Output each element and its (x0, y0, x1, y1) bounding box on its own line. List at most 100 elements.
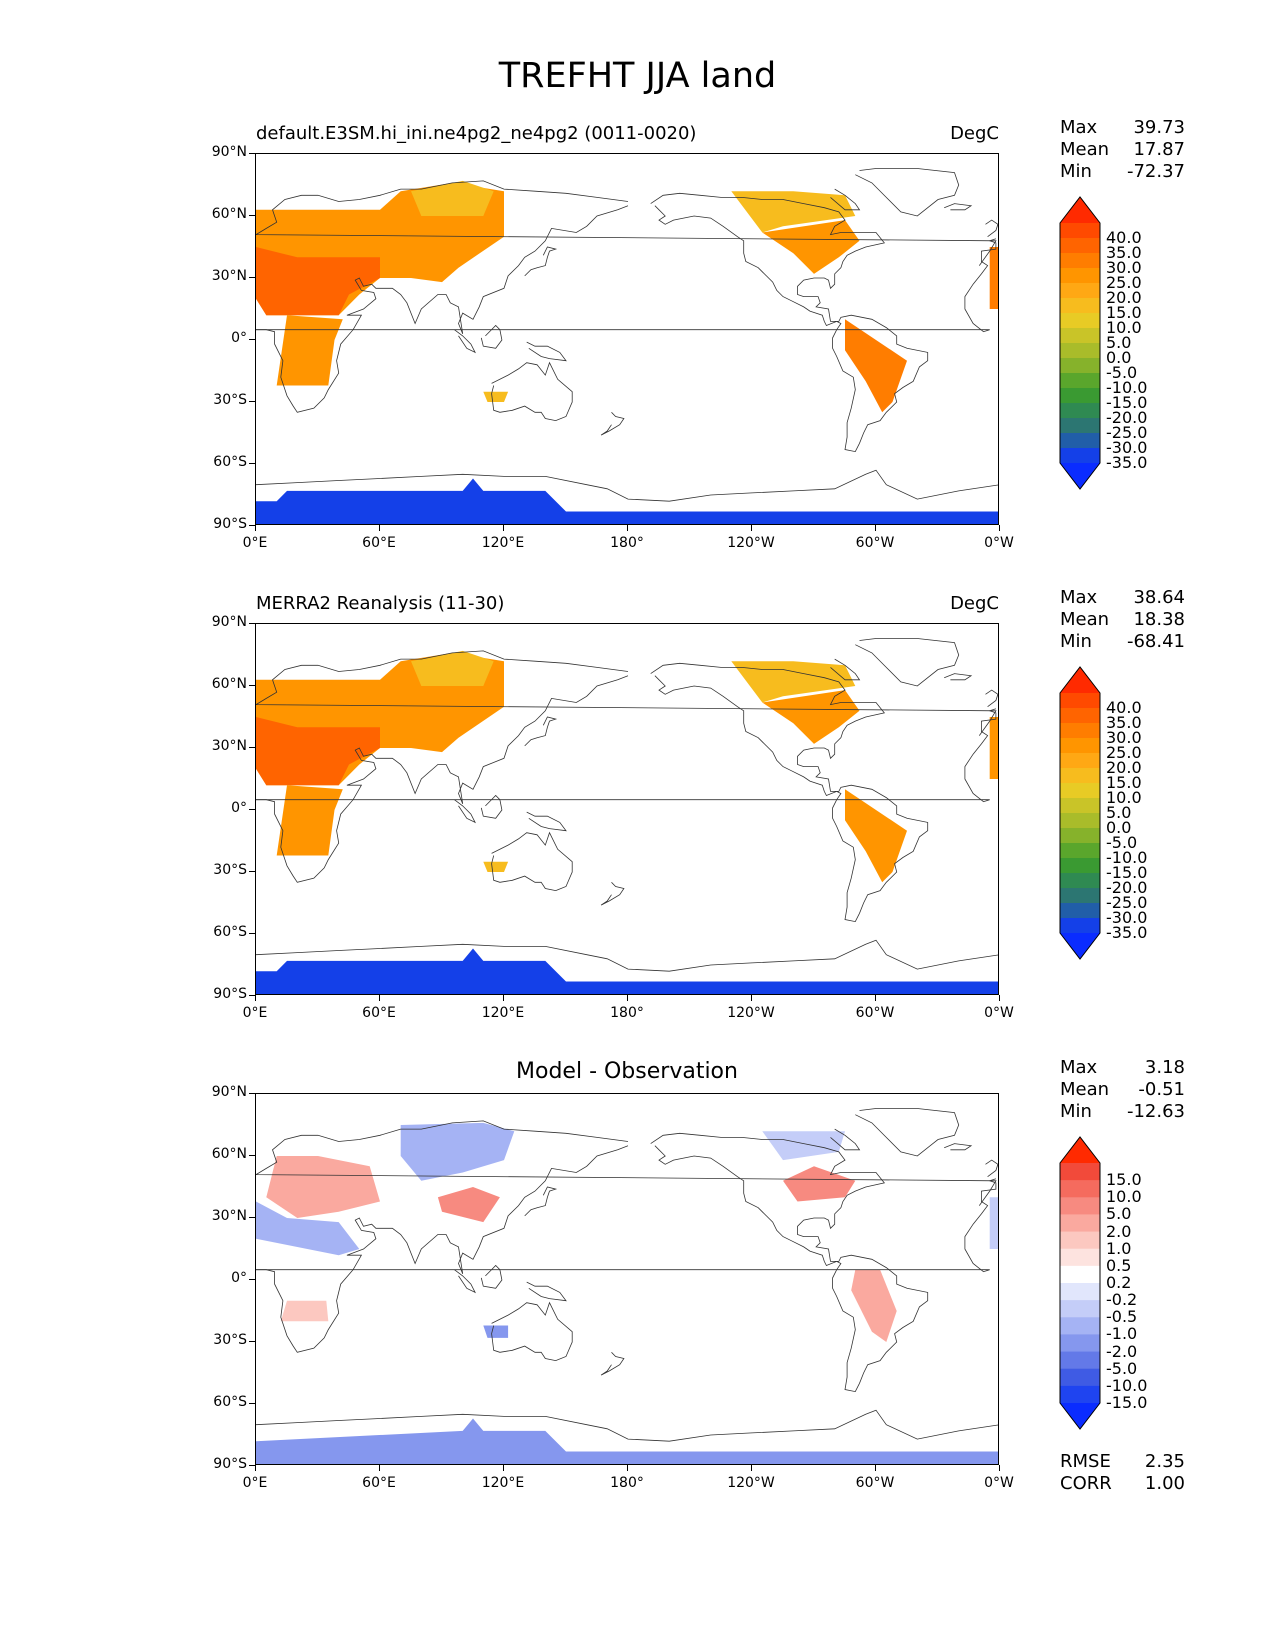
lat-tick-mark (249, 524, 255, 526)
colorbar-tick-label: -5.0 (1106, 1358, 1138, 1378)
stats-block: Max 38.64 Mean 18.38 Min -68.41 (1060, 587, 1185, 653)
colorbar-tick-label: 10.0 (1106, 1187, 1142, 1207)
stat-name: Max (1060, 117, 1098, 138)
colorbar-swatch (1060, 1197, 1100, 1216)
stat-value: 39.73 (1133, 117, 1185, 138)
lon-tick-label: 0°E (242, 535, 268, 551)
coastline (524, 246, 558, 277)
colorbar-swatch (1060, 1368, 1100, 1387)
colorbar-outline (1059, 666, 1101, 960)
colorbar-tick-label: 35.0 (1106, 243, 1142, 262)
colorbar-swatch (1060, 783, 1100, 799)
colorbar-swatch (1060, 1231, 1100, 1250)
field-region (256, 1201, 360, 1256)
lat-tick-mark (249, 932, 255, 934)
lon-tick-mark (874, 1465, 876, 1471)
colorbar-tick-label: -15.0 (1106, 393, 1148, 412)
lat-tick-mark (249, 1464, 255, 1466)
stat-name: Mean (1060, 139, 1110, 160)
field-region (731, 661, 856, 703)
coastline (256, 1178, 997, 1273)
stat-row: Min -68.41 (1060, 631, 1185, 653)
coastline (830, 188, 861, 211)
coastline (526, 811, 567, 832)
stat-row: RMSE 2.35 (1060, 1451, 1185, 1473)
colorbar-swatch (1060, 1351, 1100, 1370)
lat-tick-label: 30°N (211, 268, 247, 284)
lon-tick-mark (254, 525, 256, 531)
lat-tick-mark (249, 994, 255, 996)
colorbar-tick-label: -30.0 (1106, 908, 1148, 927)
stat-value: 18.38 (1133, 609, 1185, 630)
colorbar-tick-label: -5.0 (1106, 363, 1138, 382)
colorbar-tick-label: 30.0 (1106, 728, 1142, 747)
colorbar-tick-label: 35.0 (1106, 713, 1142, 732)
lon-tick-mark (750, 995, 752, 1001)
colorbar-tick-label: 30.0 (1106, 258, 1142, 277)
lon-tick-mark (626, 995, 628, 1001)
colorbar-tick-label: -15.0 (1106, 1393, 1148, 1412)
lat-tick-label: 90°S (213, 516, 247, 532)
colorbar-swatch (1060, 253, 1100, 269)
colorbar-swatch (1060, 418, 1100, 434)
coastline (491, 1301, 573, 1362)
lon-tick-mark (998, 995, 1000, 1001)
colorbar-swatch (1060, 873, 1100, 889)
field-region (762, 690, 860, 744)
coastline (256, 708, 997, 803)
coastline (454, 329, 476, 354)
coastline (524, 1186, 558, 1217)
colorbar-tick-label: 40.0 (1106, 698, 1142, 717)
lon-tick-label: 180° (610, 535, 644, 551)
coastline (480, 1264, 503, 1289)
stat-name: Mean (1060, 1079, 1110, 1100)
colorbar-tick-label: 0.5 (1106, 1255, 1132, 1275)
colorbar-tick-label: 0.0 (1106, 348, 1132, 367)
field-region (483, 391, 509, 402)
stat-value: 1.00 (1144, 1473, 1185, 1494)
stat-row: Max 3.18 (1060, 1057, 1185, 1079)
lon-tick-label: 60°E (362, 535, 396, 551)
field-region (783, 1166, 856, 1202)
colorbar-tick-label: 5.0 (1106, 333, 1132, 352)
coastline (256, 469, 998, 502)
colorbar-swatch (1060, 918, 1100, 934)
colorbar-swatch (1060, 753, 1100, 769)
colorbar-tick-label: 5.0 (1106, 1204, 1132, 1224)
panel-title-left: default.E3SM.hi_ini.ne4pg2_ne4pg2 (0011-… (256, 123, 697, 144)
colorbar-swatch (1060, 843, 1100, 859)
lon-tick-mark (378, 995, 380, 1001)
field-region (256, 1418, 998, 1464)
lat-tick-label: 30°S (213, 392, 247, 408)
colorbar-tick-label: -1.0 (1106, 1324, 1138, 1344)
colorbar-tick-label: -25.0 (1106, 423, 1148, 442)
colorbar-canvas (1059, 196, 1101, 490)
lon-tick-mark (502, 525, 504, 531)
lon-tick-label: 0°E (242, 1475, 268, 1491)
field-region (400, 1122, 515, 1181)
lat-tick-mark (249, 684, 255, 686)
panel-units: DegC (950, 123, 999, 144)
colorbar-swatch (1060, 1180, 1100, 1198)
stat-value: 17.87 (1133, 139, 1185, 160)
lon-tick-mark (378, 525, 380, 531)
lat-tick-mark (249, 214, 255, 216)
lat-tick-label: 60°S (213, 1394, 247, 1410)
coastline (480, 794, 503, 819)
lat-tick-label: 90°N (211, 614, 247, 630)
coastline (256, 939, 998, 972)
stat-value: 38.64 (1133, 587, 1185, 608)
colorbar-tick-label: -10.0 (1106, 1375, 1148, 1395)
coastline (855, 168, 960, 217)
stat-name: Mean (1060, 609, 1110, 630)
stats-block: Max 39.73 Mean 17.87 Min -72.37 (1060, 117, 1185, 183)
colorbar-tick-label: 20.0 (1106, 758, 1142, 777)
lat-tick-label: 90°S (213, 1456, 247, 1472)
colorbar-swatch (1060, 858, 1100, 874)
colorbar-swatch (1060, 283, 1100, 299)
lon-tick-mark (998, 525, 1000, 531)
lon-tick-label: 120°E (481, 1005, 525, 1021)
colorbar-extend-min (1060, 463, 1100, 489)
lat-tick-mark (249, 870, 255, 872)
lat-tick-label: 90°S (213, 986, 247, 1002)
